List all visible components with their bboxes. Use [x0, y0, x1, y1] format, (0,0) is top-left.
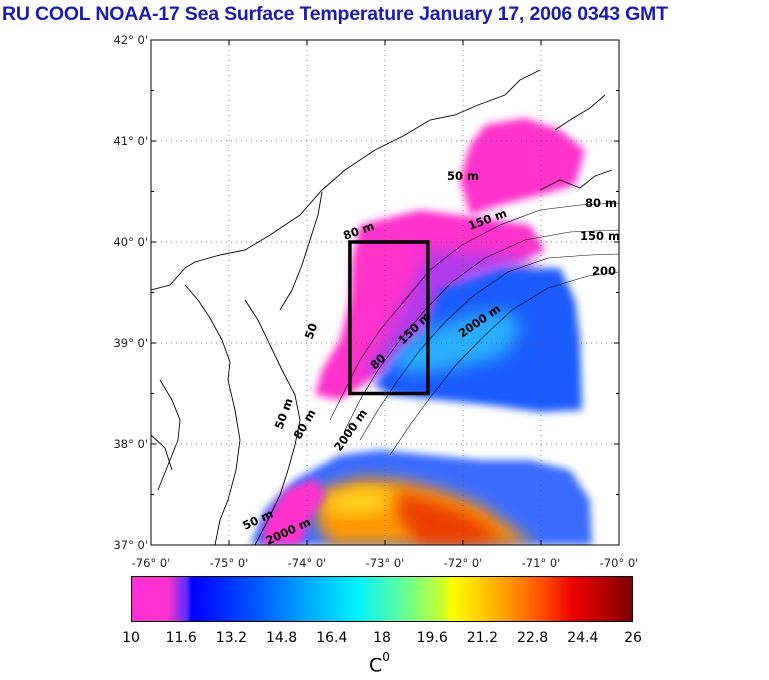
- colorbar-tick: 24.4: [567, 630, 599, 646]
- contour-label: 80 m: [290, 407, 318, 442]
- lat-label: 39° 0': [113, 336, 148, 350]
- contour-label: 50 m: [272, 396, 296, 431]
- lon-label: -73° 0': [366, 556, 405, 570]
- sst-south-coastal-cold: [262, 478, 325, 545]
- colorbar-tick: 26: [624, 630, 642, 646]
- unit-letter: C: [369, 654, 383, 677]
- longitude-labels: -76° 0' -75° 0' -74° 0' -73° 0' -72° 0' …: [132, 556, 639, 570]
- map-title: RU COOL NOAA-17 Sea Surface Temperature …: [2, 3, 668, 25]
- frame-ticks: [150, 39, 620, 546]
- sst-north-cold-patch: [460, 118, 585, 215]
- contour-label: 150 m: [580, 229, 620, 243]
- lon-label: -74° 0': [288, 556, 327, 570]
- graticule: [151, 40, 619, 545]
- colorbar-tick: 18: [373, 630, 391, 646]
- lat-label: 41° 0': [113, 134, 148, 148]
- lat-label: 40° 0': [113, 235, 148, 249]
- lon-label: -71° 0': [522, 556, 561, 570]
- lon-label: -75° 0': [210, 556, 249, 570]
- colorbar-tick: 10: [122, 630, 140, 646]
- lat-label: 37° 0': [113, 538, 148, 552]
- colorbar-tick: 11.6: [165, 630, 197, 646]
- colorbar-tick: 16.4: [316, 630, 348, 646]
- colorbar-tick: 14.8: [266, 630, 298, 646]
- colorbar-tick: 22.8: [517, 630, 549, 646]
- latitude-labels: 42° 0' 41° 0' 40° 0' 39° 0' 38° 0' 37° 0…: [113, 33, 148, 552]
- lon-label: -76° 0': [132, 556, 171, 570]
- contour-label: 80 m: [585, 196, 617, 210]
- lon-label: -70° 0': [600, 556, 639, 570]
- lat-label: 42° 0': [113, 33, 148, 47]
- unit-superscript: 0: [382, 650, 390, 664]
- sst-gulf-stream-yellow: [325, 488, 395, 515]
- contour-label: 2000 m: [331, 406, 370, 453]
- colorbar-tick: 13.2: [215, 630, 247, 646]
- lat-label: 38° 0': [113, 437, 148, 451]
- lon-label: -72° 0': [444, 556, 483, 570]
- colorbar-unit-label: C0: [369, 650, 390, 677]
- colorbar: [131, 576, 633, 622]
- study-area-box: [348, 240, 430, 396]
- coastline: [151, 69, 613, 545]
- colorbar-tick: 21.2: [466, 630, 498, 646]
- contour-label: 200: [592, 264, 616, 278]
- sst-gulf-stream-hot: [395, 492, 505, 545]
- colorbar-tick: 19.6: [416, 630, 448, 646]
- contour-label: 50: [302, 321, 321, 341]
- contour-label: 50 m: [447, 169, 479, 183]
